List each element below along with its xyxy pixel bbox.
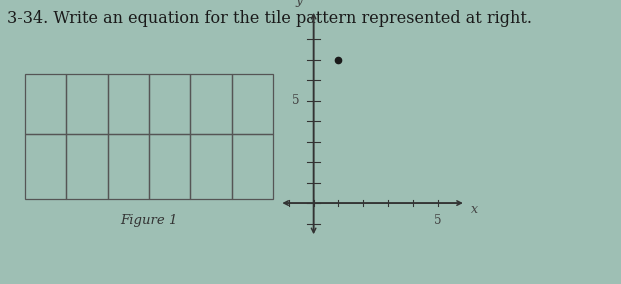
- Bar: [232, 74, 273, 134]
- Bar: [107, 74, 149, 134]
- Text: y: y: [296, 0, 302, 7]
- Text: Figure 1: Figure 1: [120, 214, 178, 227]
- Bar: [191, 134, 232, 199]
- Bar: [107, 134, 149, 199]
- Bar: [232, 134, 273, 199]
- Bar: [66, 74, 107, 134]
- Text: x: x: [471, 203, 478, 216]
- Bar: [191, 74, 232, 134]
- Text: 5: 5: [434, 214, 442, 227]
- Bar: [149, 74, 191, 134]
- Text: 3-34. Write an equation for the tile pattern represented at right.: 3-34. Write an equation for the tile pat…: [7, 10, 532, 27]
- Bar: [25, 134, 66, 199]
- Text: 5: 5: [292, 94, 300, 107]
- Bar: [25, 74, 66, 134]
- Bar: [149, 134, 191, 199]
- Bar: [66, 134, 107, 199]
